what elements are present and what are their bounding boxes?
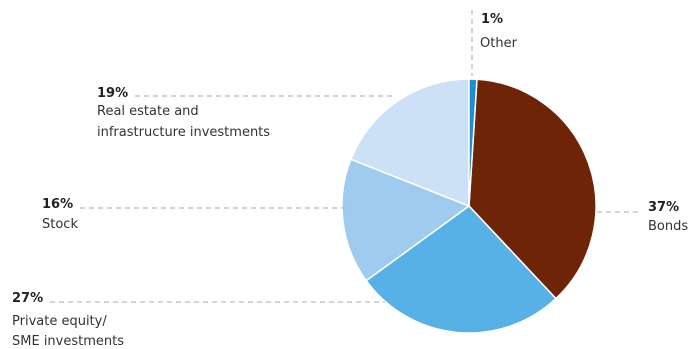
pie-slice-other [468, 78, 478, 207]
pie-slice-real-estate [349, 78, 470, 208]
label-real-estate-name-line2: infrastructure investments [97, 125, 270, 140]
label-other-name: Other [480, 36, 518, 51]
label-stock-name: Stock [42, 217, 78, 232]
label-real-estate-name-line1: Real estate and [97, 104, 199, 119]
label-bonds-name: Bonds [648, 219, 688, 234]
label-private-equity-name-line2: SME investments [12, 334, 124, 349]
pie-slice-stock [341, 158, 471, 282]
label-stock-percent: 16% [42, 197, 73, 212]
label-bonds-percent: 37% [648, 200, 679, 215]
label-other-percent: 1% [481, 12, 503, 27]
pie-slice-bonds [468, 78, 597, 300]
label-private-equity-percent: 27% [12, 291, 43, 306]
pie-slice-private-equity [365, 205, 558, 334]
pie-slices [341, 78, 597, 334]
label-real-estate-percent: 19% [97, 86, 128, 101]
label-private-equity-name-line1: Private equity/ [12, 314, 107, 329]
